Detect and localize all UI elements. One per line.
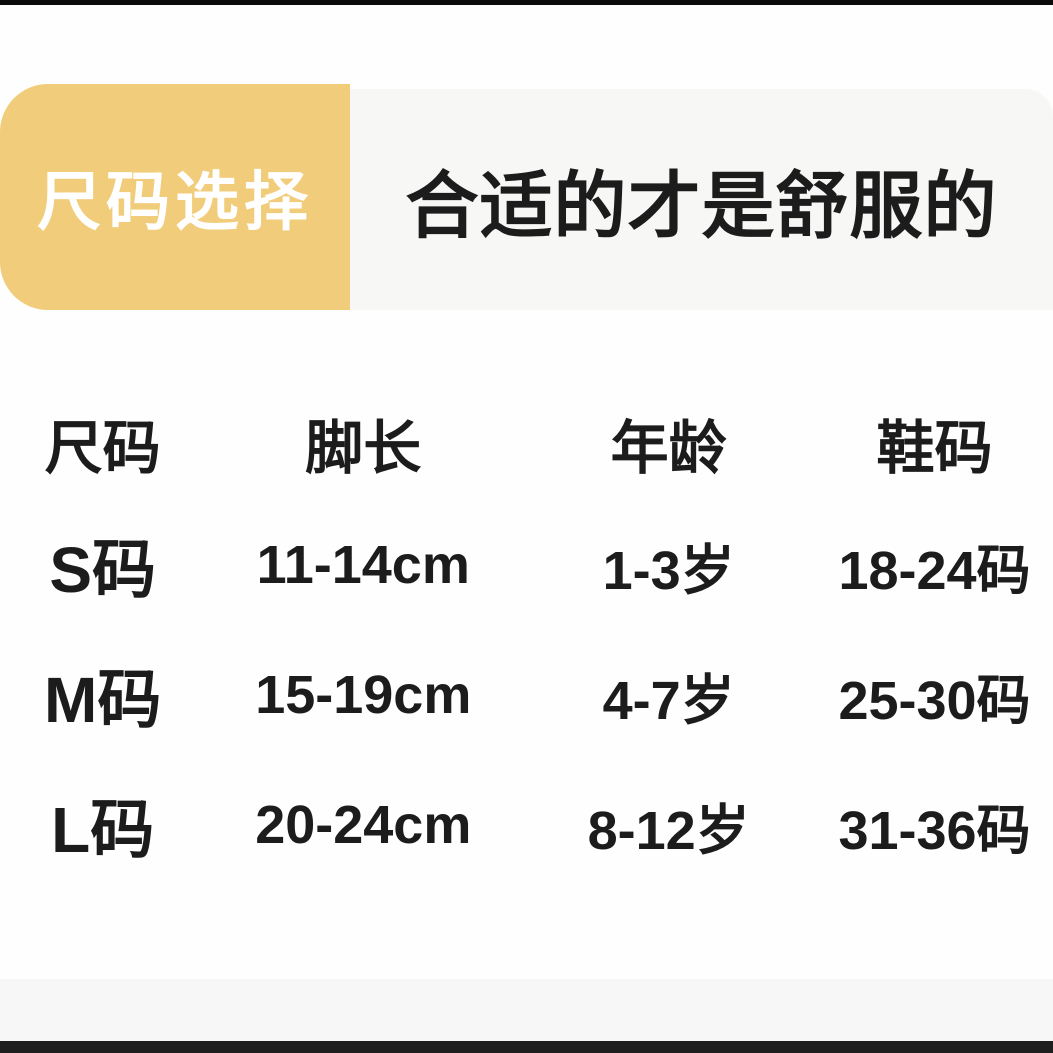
- bottom-letterbox-bar: [0, 1041, 1053, 1053]
- col-header-size: 尺码: [44, 415, 161, 481]
- size-table: 尺码 脚长 年龄 鞋码 S码 11-14cm 1-3岁 18-24码 M码 15…: [0, 385, 1053, 890]
- table-row-l-size: L码: [51, 794, 155, 866]
- table-row-s-foot-length: 11-14cm: [256, 535, 470, 595]
- size-select-badge: 尺码选择: [0, 84, 350, 310]
- headline-text: 合适的才是舒服的: [405, 165, 998, 247]
- table-row-s-age: 1-3岁: [602, 540, 735, 601]
- size-guide-header: 合适的才是舒服的 尺码选择: [0, 84, 1053, 310]
- table-row-m-age: 4-7岁: [602, 670, 735, 731]
- table-row-m-foot-length: 15-19cm: [255, 665, 472, 725]
- table-row-l-age: 8-12岁: [587, 800, 750, 861]
- bottom-gray-band: [0, 979, 1053, 1041]
- size-select-badge-label: 尺码选择: [37, 166, 313, 238]
- top-letterbox-bar: [0, 0, 1053, 5]
- headline-strip: 合适的才是舒服的: [350, 89, 1053, 310]
- col-header-age: 年龄: [610, 415, 727, 481]
- table-row-l-foot-length: 20-24cm: [255, 795, 472, 855]
- col-header-foot-length: 脚长: [305, 415, 422, 481]
- table-row-m-shoe-size: 25-30码: [838, 670, 1031, 731]
- table-row-s-size: S码: [49, 534, 156, 606]
- table-row-s-shoe-size: 18-24码: [838, 540, 1031, 601]
- table-row-l-shoe-size: 31-36码: [838, 800, 1031, 861]
- col-header-shoe-size: 鞋码: [876, 415, 993, 481]
- table-row-m-size: M码: [44, 664, 162, 736]
